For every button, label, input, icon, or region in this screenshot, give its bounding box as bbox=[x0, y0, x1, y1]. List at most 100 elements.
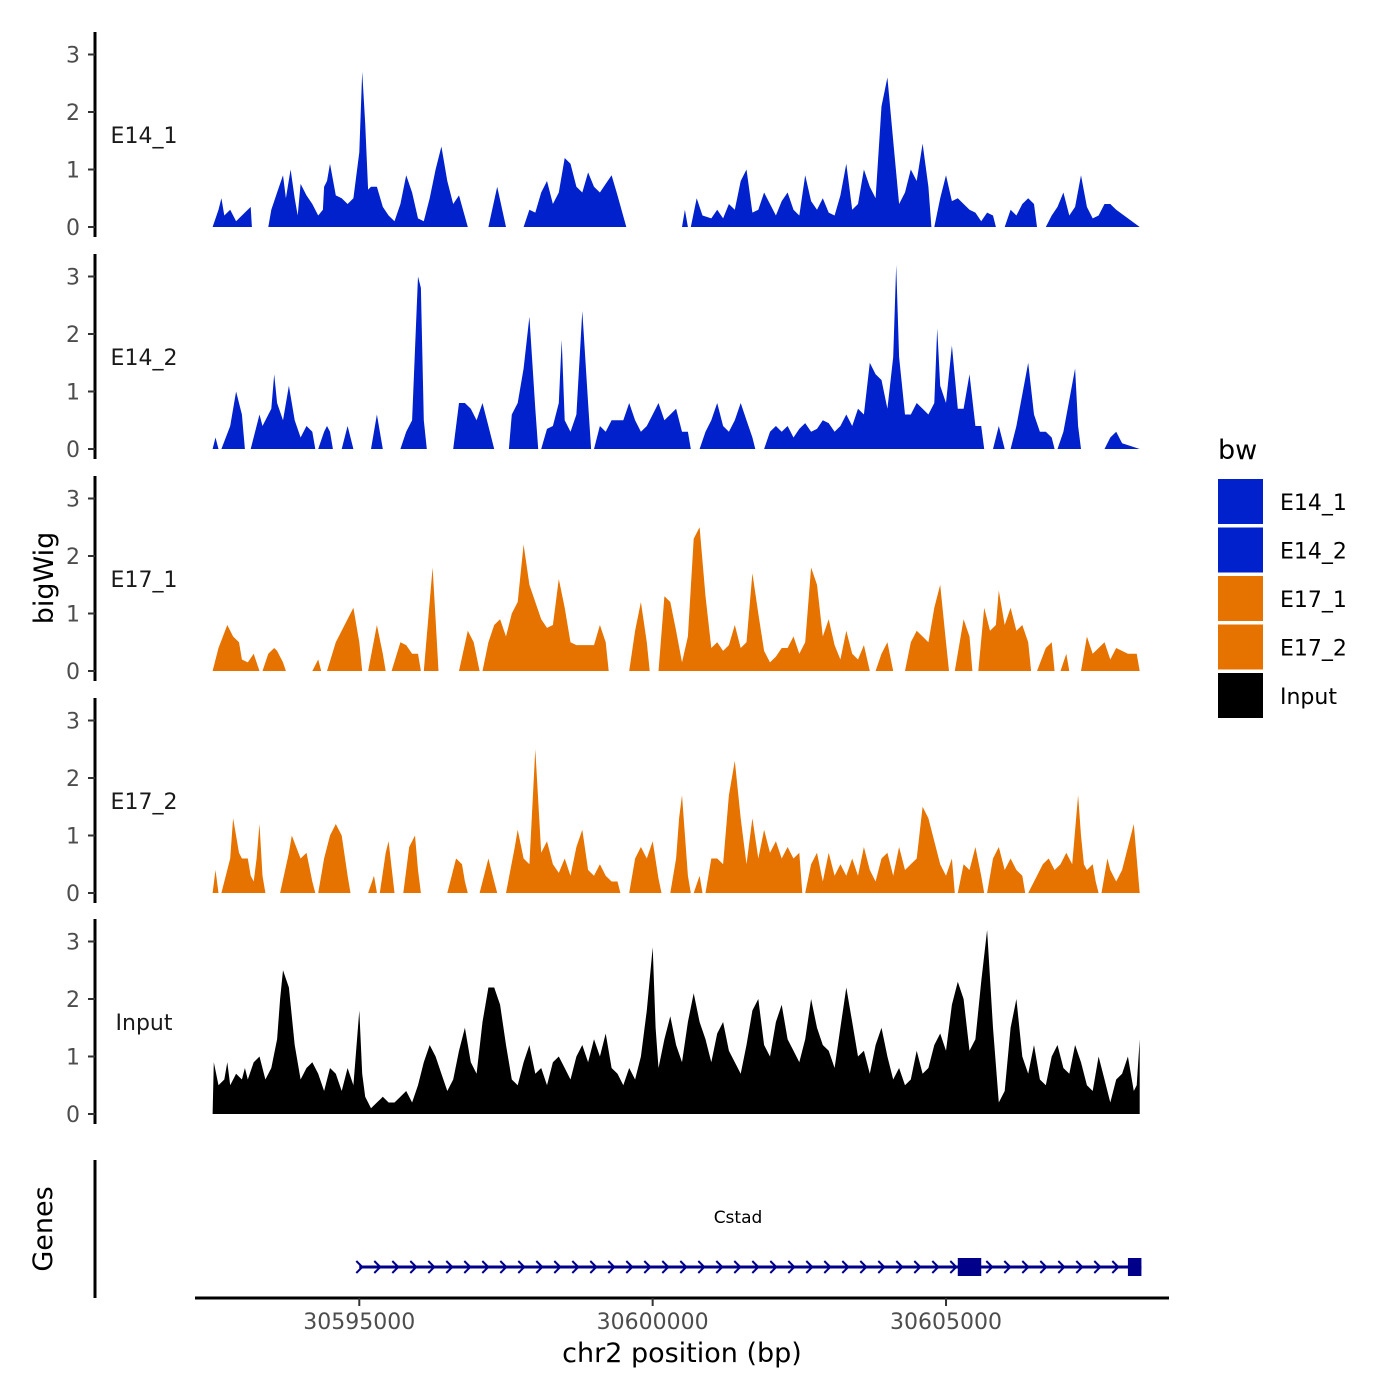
strand-arrow bbox=[481, 1260, 490, 1274]
track-area-E14_2 bbox=[212, 265, 1140, 449]
strand-arrow bbox=[1075, 1260, 1084, 1274]
strand-arrow bbox=[661, 1260, 670, 1274]
strand-arrow bbox=[1057, 1260, 1066, 1274]
strand-arrow bbox=[823, 1260, 832, 1274]
strand-arrow bbox=[895, 1260, 904, 1274]
strand-arrow bbox=[643, 1260, 652, 1274]
legend-label: E17_2 bbox=[1280, 637, 1347, 662]
strand-arrow bbox=[1003, 1260, 1012, 1274]
strand-arrow bbox=[409, 1260, 418, 1274]
legend-label: E14_1 bbox=[1280, 491, 1347, 516]
gene-exon bbox=[1127, 1258, 1142, 1276]
strand-arrow bbox=[607, 1260, 616, 1274]
y-tick-label: 0 bbox=[66, 882, 80, 907]
legend: bw E14_1 E14_2 E17_1 E17_2 Input bbox=[1218, 435, 1347, 718]
x-tick-label: 30595000 bbox=[303, 1310, 415, 1335]
strand-arrow bbox=[913, 1260, 922, 1274]
y-tick-label: 3 bbox=[66, 710, 80, 735]
strand-arrow bbox=[985, 1260, 994, 1274]
track-E17_2: 0 1 2 3 E17_2 bbox=[66, 698, 1140, 907]
y-tick-label: 3 bbox=[66, 266, 80, 291]
x-axis-title: chr2 position (bp) bbox=[562, 1338, 802, 1369]
strand-arrow bbox=[805, 1260, 814, 1274]
y-tick-label: 1 bbox=[66, 159, 80, 184]
legend-swatch bbox=[1218, 479, 1263, 524]
y-tick-label: 2 bbox=[66, 101, 80, 126]
track-label: E17_1 bbox=[111, 568, 178, 593]
gene-exon bbox=[957, 1258, 982, 1276]
strand-arrow bbox=[769, 1260, 778, 1274]
strand-arrow bbox=[517, 1260, 526, 1274]
x-tick-label: 30600000 bbox=[597, 1310, 709, 1335]
legend-label: E17_1 bbox=[1280, 588, 1347, 613]
y-tick-label: 0 bbox=[66, 1103, 80, 1128]
strand-arrow bbox=[841, 1260, 850, 1274]
gene-panel: Cstad bbox=[93, 1160, 1142, 1298]
x-axis: 30595000 30600000 30605000 bbox=[195, 1296, 1169, 1335]
legend-label: Input bbox=[1280, 685, 1337, 710]
strand-arrow bbox=[355, 1260, 364, 1274]
strand-arrow bbox=[877, 1260, 886, 1274]
y-tick-label: 3 bbox=[66, 931, 80, 956]
legend-swatch bbox=[1218, 527, 1263, 573]
track-Input: 0 1 2 3 Input bbox=[66, 919, 1140, 1128]
strand-arrow bbox=[427, 1260, 436, 1274]
y-axis-title: bigWig bbox=[29, 532, 60, 625]
strand-arrow bbox=[949, 1260, 958, 1274]
track-label: E14_2 bbox=[111, 346, 178, 371]
strand-arrow bbox=[391, 1260, 400, 1274]
strand-arrow bbox=[445, 1260, 454, 1274]
strand-arrow bbox=[715, 1260, 724, 1274]
track-label: Input bbox=[116, 1011, 173, 1036]
y-tick-label: 0 bbox=[66, 216, 80, 241]
track-E14_2: 0 1 2 3 E14_2 bbox=[66, 254, 1140, 463]
track-area-Input bbox=[212, 930, 1140, 1114]
y-tick-label: 2 bbox=[66, 323, 80, 348]
track-E14_1: 0 1 2 3 E14_1 bbox=[66, 32, 1140, 241]
strand-arrow bbox=[931, 1260, 940, 1274]
track-label: E14_1 bbox=[111, 124, 178, 149]
y-tick-label: 2 bbox=[66, 767, 80, 792]
legend-swatch bbox=[1218, 673, 1263, 718]
strand-arrow bbox=[751, 1260, 760, 1274]
x-tick-label: 30605000 bbox=[890, 1310, 1002, 1335]
strand-arrow bbox=[733, 1260, 742, 1274]
strand-arrow bbox=[787, 1260, 796, 1274]
strand-arrow bbox=[535, 1260, 544, 1274]
genes-axis-title: Genes bbox=[28, 1186, 59, 1271]
strand-arrow bbox=[679, 1260, 688, 1274]
y-tick-label: 1 bbox=[66, 603, 80, 628]
strand-arrow bbox=[1021, 1260, 1030, 1274]
y-tick-label: 2 bbox=[66, 545, 80, 570]
strand-arrow bbox=[697, 1260, 706, 1274]
y-tick-label: 2 bbox=[66, 988, 80, 1013]
legend-label: E14_2 bbox=[1280, 540, 1347, 565]
strand-arrow bbox=[373, 1260, 382, 1274]
strand-arrow bbox=[859, 1260, 868, 1274]
track-area-E17_1 bbox=[212, 527, 1140, 671]
track-area-E17_2 bbox=[212, 749, 1140, 893]
track-E17_1: 0 1 2 3 E17_1 bbox=[66, 476, 1140, 685]
track-panels: 0 1 2 3 E14_1 0 1 2 3 E14_2 0 1 2 3 E17_1 0 1 2 3 E17_2 0 1 2 3… bbox=[66, 32, 1140, 1128]
legend-swatch bbox=[1218, 624, 1263, 670]
strand-arrow bbox=[625, 1260, 634, 1274]
y-tick-label: 1 bbox=[66, 1046, 80, 1071]
strand-arrow bbox=[499, 1260, 508, 1274]
strand-arrow bbox=[1039, 1260, 1048, 1274]
strand-arrow bbox=[1093, 1260, 1102, 1274]
strand-arrow bbox=[1111, 1260, 1120, 1274]
track-label: E17_2 bbox=[111, 790, 178, 815]
y-tick-label: 0 bbox=[66, 660, 80, 685]
strand-arrow bbox=[463, 1260, 472, 1274]
y-tick-label: 1 bbox=[66, 381, 80, 406]
strand-arrow bbox=[589, 1260, 598, 1274]
y-tick-label: 0 bbox=[66, 438, 80, 463]
legend-title: bw bbox=[1218, 435, 1257, 466]
legend-swatch bbox=[1218, 576, 1263, 621]
y-tick-label: 1 bbox=[66, 825, 80, 850]
track-area-E14_1 bbox=[212, 71, 1140, 227]
strand-arrow bbox=[553, 1260, 562, 1274]
y-tick-label: 3 bbox=[66, 488, 80, 513]
strand-arrow bbox=[571, 1260, 580, 1274]
